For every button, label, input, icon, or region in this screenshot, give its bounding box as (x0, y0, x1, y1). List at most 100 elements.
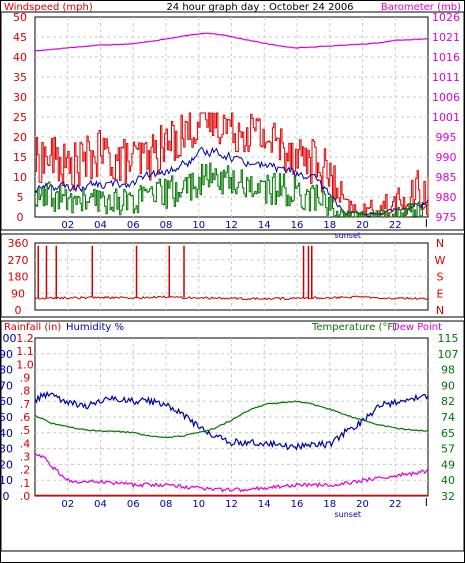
x-tick-label: 12 (225, 220, 238, 231)
direction-y-tick-label: 0 (15, 304, 22, 317)
baro-y-tick-label: 1026 (432, 11, 460, 24)
humidity-y-tick-label: 90 (0, 348, 13, 361)
x-tick-label: 18 (323, 499, 336, 510)
rain-y-tick-label: .3 (20, 451, 31, 464)
temperature-y-tick-label: 57 (441, 443, 455, 456)
rain-y-tick-label: 1.0 (16, 358, 34, 371)
direction-y-tick-label: 270 (8, 254, 29, 267)
rain-y-tick-label: 1.2 (16, 332, 34, 345)
wind-y-tick-label: 40 (13, 51, 27, 64)
baro-y-tick-label: 975 (436, 211, 457, 224)
windspeed-axis-label: Windspeed (mph) (4, 2, 93, 13)
humidity-y-tick-label: 0 (3, 490, 10, 503)
panel-3-frame (0, 320, 465, 552)
x-tick-label: 06 (127, 220, 140, 231)
humidity-y-tick-label: 60 (0, 395, 13, 408)
compass-tick-label: N (436, 304, 444, 317)
wind-y-tick-label: 30 (13, 91, 27, 104)
baro-y-tick-label: 985 (436, 171, 457, 184)
x-tick-label: 22 (389, 220, 402, 231)
temperature-y-tick-label: 115 (438, 332, 459, 345)
x-tick-label: 14 (258, 220, 271, 231)
direction-y-tick-label: 180 (8, 271, 29, 284)
chart-title: 24 hour graph day : October 24 2006 (166, 2, 353, 13)
x-tick-label: 16 (291, 499, 304, 510)
temperature-y-tick-label: 49 (441, 458, 455, 471)
compass-tick-label: E (437, 287, 444, 300)
temperature-y-tick-label: 98 (441, 364, 455, 377)
rain-y-tick-label: .9 (20, 372, 31, 385)
humidity-y-tick-label: 50 (0, 411, 13, 424)
temperature-y-tick-label: 65 (441, 427, 455, 440)
panel-2-frame (0, 233, 465, 318)
compass-tick-label: W (435, 254, 446, 267)
rain-y-tick-label: .6 (20, 411, 31, 424)
x-tick-label: 06 (127, 499, 140, 510)
compass-tick-label: N (436, 237, 444, 250)
temperature-y-tick-label: 82 (441, 395, 455, 408)
direction-y-tick-label: 360 (8, 237, 29, 250)
baro-y-tick-label: 990 (436, 151, 457, 164)
barometer-line (34, 32, 429, 52)
x-tick-label: 16 (291, 220, 304, 231)
rain-y-tick-label: .4 (20, 437, 31, 450)
x-tick-label: 04 (94, 499, 107, 510)
baro-y-tick-label: 980 (436, 191, 457, 204)
tick-labels-layer: 0510152025303540455097598098599099510011… (0, 11, 460, 519)
x-tick-label: 22 (389, 499, 402, 510)
temperature-axis-label: Temperature (°F) (311, 322, 397, 333)
baro-y-tick-label: 1011 (432, 71, 460, 84)
x-tick-label: 12 (225, 499, 238, 510)
wind-y-tick-label: 25 (13, 111, 27, 124)
humidity-y-tick-label: 100 (0, 332, 17, 345)
x-tick-label: 02 (61, 499, 74, 510)
humidity-y-tick-label: 30 (0, 443, 13, 456)
dewpoint-line (34, 453, 429, 493)
rain-y-tick-label: .8 (20, 385, 31, 398)
temperature-y-tick-label: 90 (441, 379, 455, 392)
wind-y-tick-label: 50 (13, 11, 27, 24)
x-tick-label: 18 (323, 220, 336, 231)
wind-y-tick-label: 20 (13, 131, 27, 144)
wind-y-tick-label: 35 (13, 71, 27, 84)
rain-y-tick-label: .7 (20, 398, 31, 411)
baro-y-tick-label: 1001 (432, 111, 460, 124)
humidity-y-tick-label: 20 (0, 458, 13, 471)
x-tick-label: 08 (160, 499, 173, 510)
humidity-y-tick-label: 10 (0, 474, 13, 487)
temperature-y-tick-label: 107 (438, 348, 459, 361)
wind-y-tick-label: 5 (17, 191, 24, 204)
rain-y-tick-label: .1 (20, 477, 31, 490)
series-layer (34, 32, 429, 497)
rain-y-tick-label: .2 (20, 464, 31, 477)
temperature-y-tick-label: 74 (441, 411, 455, 424)
rain-y-tick-label: 1.1 (16, 345, 34, 358)
wind-direction-line (34, 295, 429, 301)
humidity-axis-label: Humidity % (66, 322, 124, 333)
humidity-line (34, 390, 429, 451)
barometer-axis-label: Barometer (mb) (381, 2, 461, 13)
direction-y-tick-label: 90 (11, 287, 25, 300)
baro-y-tick-label: 1016 (432, 51, 460, 64)
panel-1-frame (0, 11, 465, 231)
wind-y-tick-label: 0 (17, 211, 24, 224)
compass-tick-label: S (437, 271, 444, 284)
baro-y-tick-label: 1006 (432, 91, 460, 104)
sunset-label: sunset (334, 510, 361, 519)
wind-y-tick-label: 10 (13, 171, 27, 184)
baro-y-tick-label: 995 (436, 131, 457, 144)
x-tick-label: 14 (258, 499, 271, 510)
x-tick-label: 20 (356, 220, 369, 231)
rainfall-axis-label: Rainfall (in) (4, 322, 61, 333)
rain-y-tick-label: .0 (20, 490, 31, 503)
temperature-y-tick-label: 40 (441, 474, 455, 487)
humidity-y-tick-label: 40 (0, 427, 13, 440)
humidity-y-tick-label: 70 (0, 379, 13, 392)
wind-y-tick-label: 45 (13, 31, 27, 44)
wind-speed-line (35, 162, 429, 218)
x-tick-label: 10 (192, 220, 205, 231)
x-tick-label: 02 (61, 220, 74, 231)
dewpoint-axis-label: Dew Point (392, 322, 442, 333)
